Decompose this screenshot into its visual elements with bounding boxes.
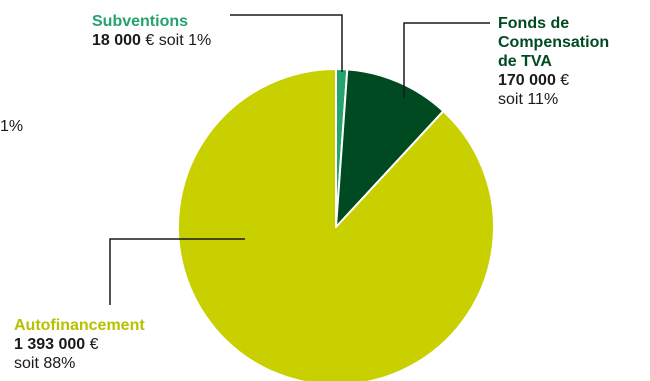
- leader-lines: [109, 14, 490, 305]
- slice-amount-autofinancement: 1 393 000: [14, 336, 86, 353]
- pie-slices: [177, 67, 495, 381]
- slice-name-subventions: Subventions: [92, 13, 189, 30]
- label-fctva: Fonds de Compensation de TVA 170 000 € s…: [498, 14, 609, 109]
- slice-amount-fctva: 170 000: [498, 72, 556, 89]
- slice-name-fctva-line3: de TVA: [498, 53, 552, 70]
- pie-slice-fonds-de-compensation-de-tva: [335, 68, 445, 228]
- leader-line-subventions: [230, 14, 343, 72]
- cropped-percent-label: 1%: [0, 118, 24, 135]
- slice-currency-fctva: €: [560, 72, 570, 89]
- leader-line-autofinancement: [109, 238, 245, 305]
- slice-amount-subventions: 18 000: [92, 32, 141, 49]
- slice-currency-autofinancement: €: [89, 336, 99, 353]
- pie-slice-autofinancement: [177, 68, 495, 381]
- slice-percent-subventions: soit 1%: [158, 32, 212, 49]
- slice-percent-fctva: soit 11%: [498, 91, 559, 108]
- slice-name-fctva-line2: Compensation: [498, 34, 610, 51]
- slice-name-autofinancement: Autofinancement: [14, 317, 145, 334]
- label-subventions: Subventions 18 000 € soit 1%: [92, 12, 211, 50]
- slice-name-fctva-line1: Fonds de: [498, 15, 570, 32]
- slice-currency-subventions: €: [145, 32, 155, 49]
- slice-percent-autofinancement: soit 88%: [14, 355, 76, 372]
- leader-line-fctva: [403, 22, 490, 98]
- label-autofinancement: Autofinancement 1 393 000 € soit 88%: [14, 316, 145, 373]
